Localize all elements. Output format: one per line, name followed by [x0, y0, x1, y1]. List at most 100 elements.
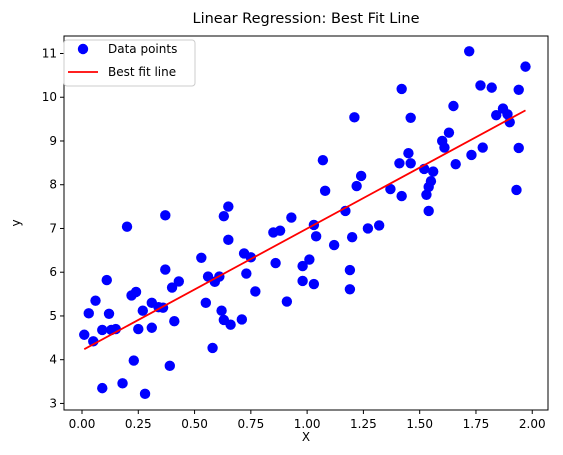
data-point-62 — [344, 284, 356, 295]
data-point-71 — [396, 190, 407, 202]
data-point-30 — [200, 297, 212, 309]
data-point-99 — [520, 61, 531, 72]
data-point-97 — [513, 84, 524, 96]
data-point-70 — [394, 158, 405, 169]
y-tick-label: 10 — [42, 90, 57, 104]
data-point-84 — [443, 127, 455, 138]
data-point-59 — [328, 239, 340, 251]
x-tick-label: 0.50 — [181, 417, 208, 431]
scatter-points — [79, 46, 531, 400]
data-point-43 — [241, 268, 252, 279]
x-tick-label: 0.75 — [237, 417, 264, 431]
data-point-2 — [83, 308, 94, 319]
data-point-66 — [355, 170, 367, 182]
data-point-15 — [130, 286, 142, 298]
data-point-18 — [139, 388, 151, 400]
data-point-58 — [319, 185, 331, 197]
data-point-41 — [236, 314, 248, 325]
legend-box — [63, 39, 196, 87]
data-point-92 — [491, 109, 502, 121]
data-point-25 — [164, 360, 175, 372]
x-tick-label: 1.75 — [463, 417, 490, 431]
chart-title: Linear Regression: Best Fit Line — [192, 11, 419, 27]
data-point-98 — [513, 142, 524, 154]
data-point-8 — [103, 308, 115, 319]
data-point-36 — [218, 211, 230, 222]
data-point-47 — [270, 257, 281, 269]
y-tick-label: 7 — [49, 221, 57, 235]
data-point-49 — [281, 296, 293, 307]
data-point-63 — [346, 232, 358, 243]
data-point-69 — [385, 183, 396, 195]
data-point-1 — [79, 329, 90, 340]
data-point-4 — [90, 295, 101, 306]
plot-border — [63, 35, 549, 411]
data-point-29 — [196, 252, 207, 263]
data-point-45 — [250, 286, 261, 297]
data-point-56 — [310, 231, 322, 242]
data-point-61 — [344, 264, 356, 276]
data-point-7 — [101, 274, 112, 286]
data-point-6 — [97, 324, 108, 336]
data-point-23 — [160, 264, 171, 275]
data-point-73 — [403, 148, 414, 159]
x-axis-label: X — [302, 430, 310, 444]
legend-label-best-fit-line: Best fit line — [108, 65, 176, 79]
data-point-35 — [216, 305, 227, 316]
y-tick-label: 11 — [42, 46, 57, 60]
data-point-68 — [373, 220, 385, 231]
data-point-78 — [423, 205, 434, 217]
y-axis-ticks: 3 4 5 6 7 8 9 10 11 — [42, 46, 64, 410]
data-point-19 — [146, 322, 157, 333]
data-point-14 — [128, 355, 139, 366]
legend: Data points Best fit line — [63, 39, 196, 87]
x-tick-label: 1.50 — [406, 417, 433, 431]
data-point-17 — [137, 305, 148, 316]
x-tick-label: 2.00 — [519, 417, 546, 431]
y-tick-label: 8 — [49, 178, 57, 192]
data-point-67 — [362, 223, 374, 234]
data-point-11 — [117, 378, 128, 389]
data-point-38 — [223, 201, 234, 212]
legend-label-data-points: Data points — [108, 42, 177, 56]
legend-marker-data-points — [77, 43, 89, 55]
plot-background — [64, 36, 548, 410]
y-axis-label: y — [9, 219, 23, 226]
data-point-87 — [464, 46, 475, 57]
data-point-91 — [486, 82, 497, 93]
data-point-88 — [466, 149, 477, 161]
data-point-74 — [405, 112, 416, 124]
data-point-75 — [405, 158, 416, 169]
data-point-50 — [286, 212, 297, 223]
x-tick-label: 0.25 — [125, 417, 152, 431]
data-point-86 — [450, 158, 461, 170]
data-point-85 — [448, 100, 459, 112]
best-fit-line — [83, 109, 526, 350]
data-point-28 — [173, 276, 185, 287]
data-point-83 — [439, 142, 450, 153]
data-point-32 — [207, 342, 218, 354]
data-point-24 — [160, 210, 171, 221]
x-tick-label: 1.00 — [294, 417, 321, 431]
x-axis-ticks: 0.00 0.25 0.50 0.75 1.00 1.25 1.50 1.75 2.00 — [69, 410, 546, 431]
data-point-64 — [349, 112, 360, 123]
data-point-65 — [351, 180, 362, 192]
data-point-53 — [304, 254, 315, 265]
plot-area — [63, 35, 549, 411]
data-point-52 — [297, 275, 308, 287]
data-point-51 — [297, 260, 308, 272]
data-point-80 — [425, 176, 437, 187]
data-point-94 — [502, 109, 513, 120]
data-point-39 — [223, 234, 234, 246]
data-point-27 — [169, 316, 180, 327]
data-point-5 — [97, 382, 108, 394]
y-tick-label: 5 — [49, 309, 57, 323]
y-tick-label: 4 — [49, 353, 57, 367]
x-tick-label: 0.00 — [69, 417, 96, 431]
data-point-81 — [427, 166, 439, 177]
y-tick-label: 6 — [49, 265, 57, 279]
data-point-96 — [511, 184, 522, 196]
data-point-48 — [274, 225, 286, 236]
data-point-55 — [308, 278, 320, 290]
